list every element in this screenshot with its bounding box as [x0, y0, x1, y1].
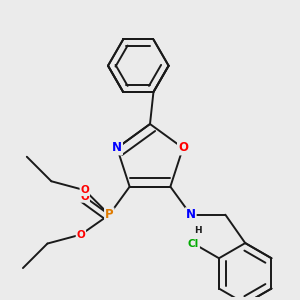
Text: P: P: [105, 208, 114, 221]
Text: N: N: [112, 142, 122, 154]
Text: O: O: [76, 230, 85, 240]
Text: O: O: [80, 185, 89, 195]
Text: N: N: [186, 208, 196, 221]
Text: Cl: Cl: [188, 238, 199, 248]
Text: O: O: [80, 192, 89, 202]
Text: O: O: [178, 142, 188, 154]
Text: H: H: [194, 226, 202, 235]
